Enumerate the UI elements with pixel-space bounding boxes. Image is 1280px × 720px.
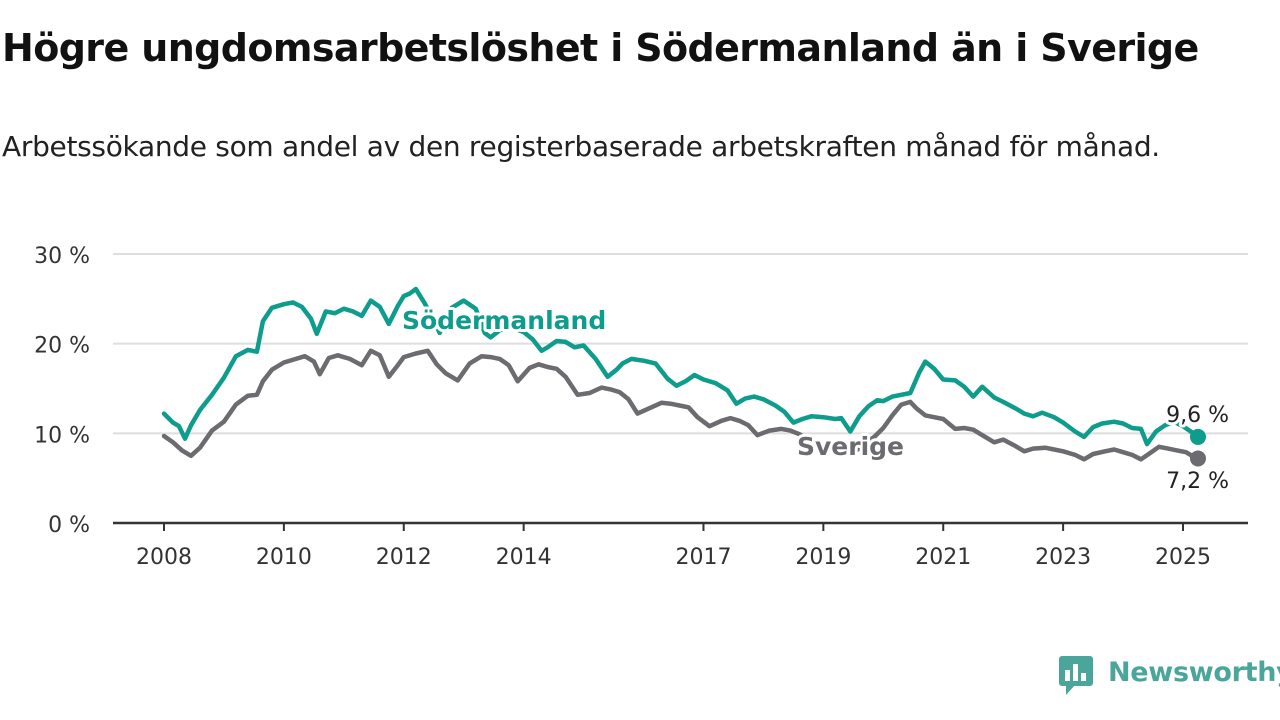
y-tick-label: 20 %: [34, 334, 90, 359]
newsworthy-bar-chart-logo-icon: [1059, 656, 1093, 695]
x-tick-label: 2010: [256, 545, 312, 570]
end-label-sverige: 7,2 %: [1166, 469, 1229, 494]
x-tick-label: 2017: [675, 545, 731, 570]
x-tick-label: 2012: [376, 545, 432, 570]
line-sverige: [161, 348, 1201, 462]
chart-subtitle: Arbetssökande som andel av den registerb…: [2, 130, 1160, 163]
end-label-sodermanland: 9,6 %: [1166, 403, 1229, 428]
line-chart: 0 % 10 % 20 % 30 % 2008 2010 2012 2014 2017 2019…: [34, 244, 1248, 570]
chart-title: Högre ungdomsarbetslöshet i Södermanland…: [2, 26, 1199, 70]
x-tick-label: 2014: [496, 545, 552, 570]
brand-name: Newsworthy: [1108, 657, 1280, 688]
series-lines: [161, 286, 1206, 467]
end-point-marker: [1189, 428, 1206, 445]
series-label-sodermanland: Södermanland: [402, 306, 606, 335]
x-tick-label: 2008: [136, 545, 192, 570]
y-tick-label: 0 %: [48, 513, 90, 538]
x-tick-label: 2019: [795, 545, 851, 570]
data-labels: Södermanland Sverige 9,6 % 7,2 %: [399, 303, 1232, 497]
x-tick-label: 2023: [1035, 545, 1091, 570]
newsworthy-logo: Newsworthy: [1058, 654, 1280, 698]
x-axis: 2008 2010 2012 2014 2017 2019 2021 2023 2025: [113, 521, 1248, 570]
x-tick-label: 2025: [1155, 545, 1211, 570]
y-tick-label: 10 %: [34, 423, 90, 448]
line-sodermanland: [161, 286, 1201, 447]
gridlines: 0 % 10 % 20 % 30 %: [34, 244, 1248, 538]
y-tick-label: 30 %: [34, 244, 90, 269]
end-point-marker: [1189, 450, 1206, 467]
series-label-sverige: Sverige: [797, 432, 904, 461]
x-tick-label: 2021: [915, 545, 971, 570]
